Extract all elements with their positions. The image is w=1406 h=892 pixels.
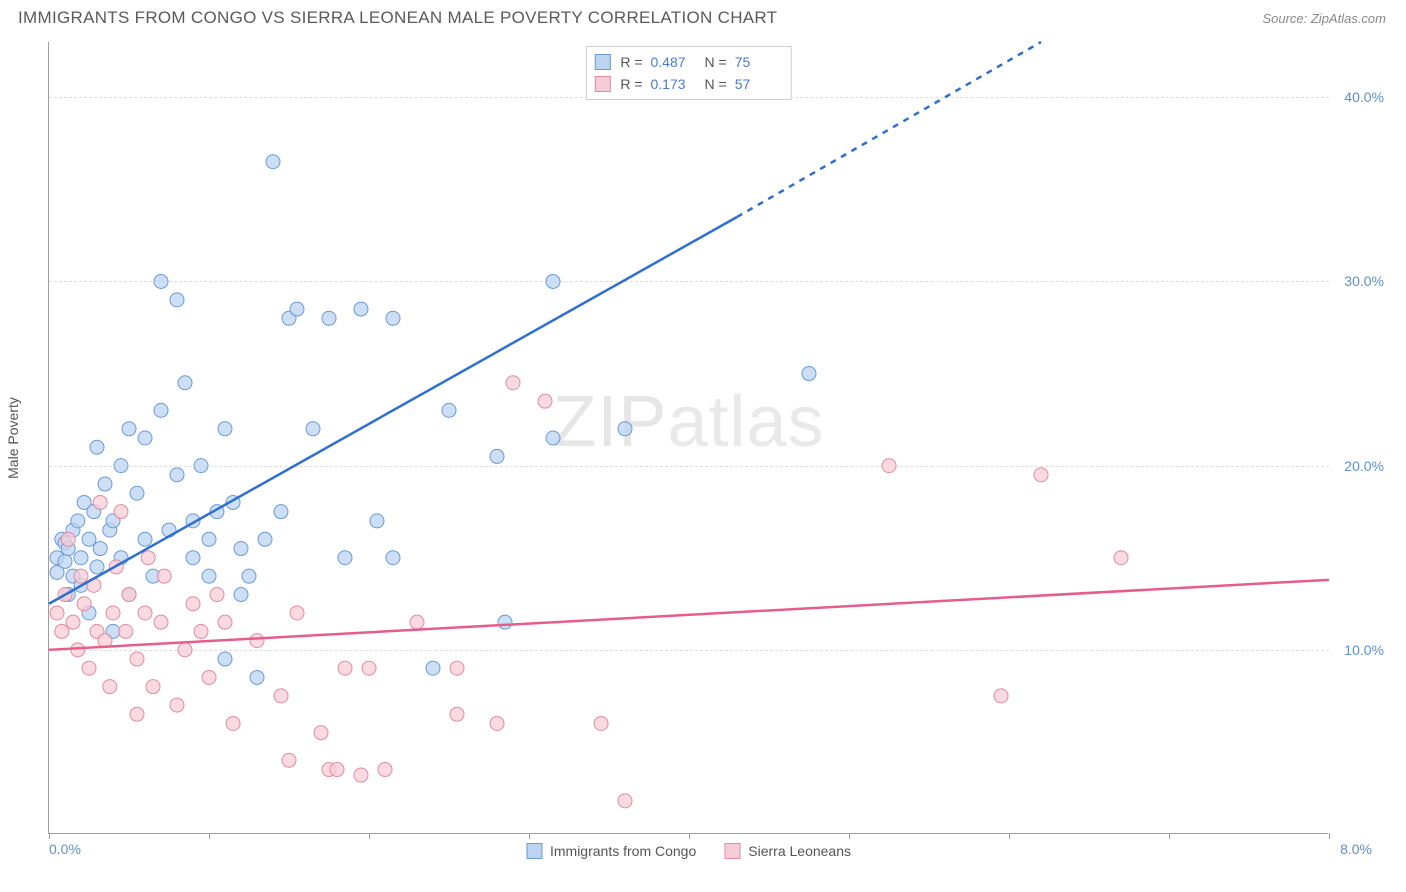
swatch-sierra (594, 76, 610, 92)
x-label-left: 0.0% (49, 841, 81, 857)
swatch-congo (594, 54, 610, 70)
source-credit: Source: ZipAtlas.com (1262, 11, 1386, 26)
chart-title: IMMIGRANTS FROM CONGO VS SIERRA LEONEAN … (18, 8, 777, 28)
stats-row-congo: R = 0.487 N = 75 (594, 51, 778, 73)
stats-legend: R = 0.487 N = 75 R = 0.173 N = 57 (585, 46, 791, 100)
y-axis-title: Male Poverty (5, 397, 21, 479)
legend-item-congo: Immigrants from Congo (526, 843, 696, 859)
series-legend: Immigrants from Congo Sierra Leoneans (526, 843, 851, 859)
x-label-right: 8.0% (1340, 841, 1372, 857)
legend-swatch-congo (526, 843, 542, 859)
legend-item-sierra: Sierra Leoneans (724, 843, 851, 859)
y-tick-label: 20.0% (1344, 458, 1384, 474)
legend-swatch-sierra (724, 843, 740, 859)
y-tick-label: 30.0% (1344, 273, 1384, 289)
plot-wrap: Male Poverty ZIPatlas 10.0%20.0%30.0%40.… (48, 42, 1386, 852)
chart-header: IMMIGRANTS FROM CONGO VS SIERRA LEONEAN … (0, 0, 1406, 32)
plot-area: Male Poverty ZIPatlas 10.0%20.0%30.0%40.… (48, 42, 1328, 834)
y-tick-label: 10.0% (1344, 642, 1384, 658)
y-tick-label: 40.0% (1344, 89, 1384, 105)
stats-row-sierra: R = 0.173 N = 57 (594, 73, 778, 95)
scatter-svg (49, 42, 1329, 834)
